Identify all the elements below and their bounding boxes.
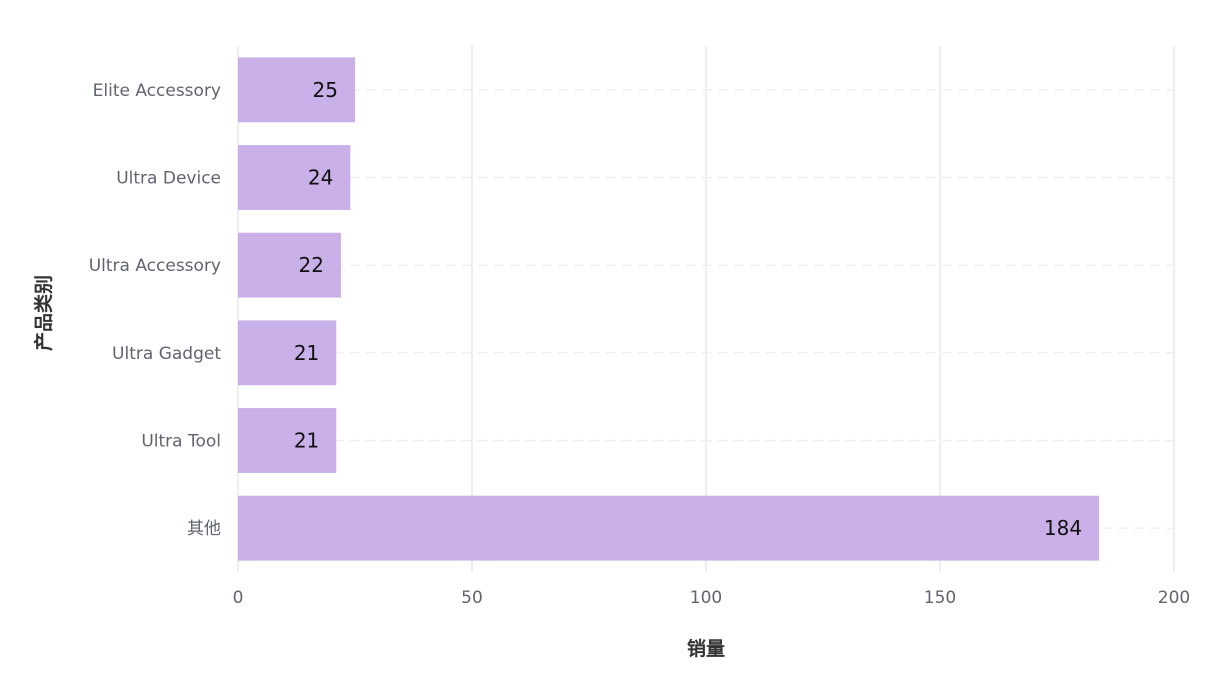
bar [238, 232, 341, 298]
data-label: 25 [313, 78, 338, 102]
data-label: 184 [1044, 516, 1082, 540]
x-axis-title: 销量 [687, 637, 725, 660]
bars-layer: 25 24 22 21 21 184 [238, 57, 1100, 561]
axis-layer: 0 50 100 150 200 Elite Accessory Ultra Device U… [89, 81, 1191, 608]
data-label: 22 [299, 253, 324, 277]
x-tick-label: 0 [233, 588, 244, 608]
x-tick-label: 50 [461, 588, 483, 608]
grid-layer [237, 46, 1175, 572]
y-axis-title: 产品类别 [32, 275, 55, 351]
category-label: Ultra Gadget [112, 344, 221, 364]
bar [238, 495, 1100, 561]
x-tick-label: 100 [690, 588, 722, 608]
category-label: 其他 [187, 519, 221, 539]
category-label: Ultra Device [116, 169, 221, 189]
bar [238, 57, 355, 123]
bar [238, 320, 337, 386]
x-tick-label: 200 [1158, 588, 1190, 608]
data-label: 24 [308, 166, 333, 190]
bar [238, 408, 337, 473]
data-label: 21 [294, 341, 319, 365]
data-label: 21 [294, 429, 319, 453]
bar [238, 145, 351, 210]
x-tick-label: 150 [924, 588, 956, 608]
category-label: Ultra Tool [141, 432, 221, 452]
category-label: Ultra Accessory [89, 256, 221, 276]
category-label: Elite Accessory [93, 81, 221, 101]
